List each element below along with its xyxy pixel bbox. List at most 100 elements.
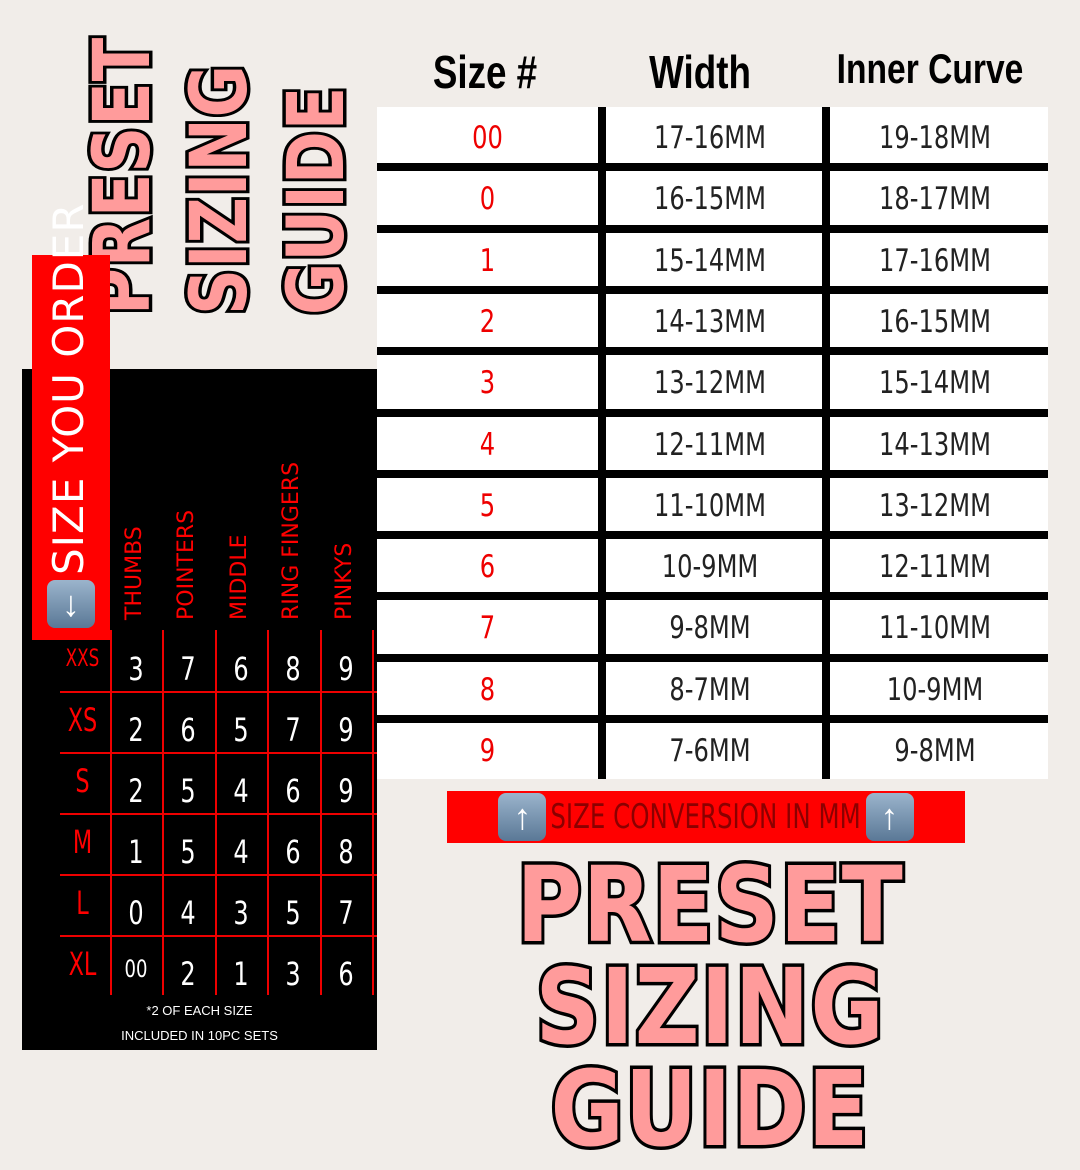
inner-curve-cell: 9-8MM bbox=[894, 733, 976, 769]
inner-curve-cell: 19-18MM bbox=[878, 120, 991, 156]
header-size: Size # bbox=[432, 46, 538, 98]
size-row-label: L bbox=[76, 884, 89, 922]
top-title-line: GUIDE bbox=[269, 83, 365, 318]
table-row: 0 16-15MM 18-17MM bbox=[377, 168, 1048, 230]
size-cell: 2 bbox=[479, 303, 496, 340]
bottom-title-line: GUIDE bbox=[548, 1047, 872, 1170]
finger-size-value: 6 bbox=[338, 955, 354, 993]
top-title: PRESET SIZING GUIDE bbox=[75, 34, 365, 318]
inner-curve-cell: 17-16MM bbox=[878, 242, 991, 279]
row-divider bbox=[377, 469, 1048, 478]
size-cell: 6 bbox=[479, 549, 496, 586]
grid-line bbox=[60, 935, 377, 937]
size-row-label: XL bbox=[68, 945, 97, 983]
width-cell: 9-8MM bbox=[669, 610, 751, 647]
size-cell: 00 bbox=[472, 120, 503, 156]
size-cell: 8 bbox=[479, 671, 496, 708]
table-row: 3 13-12MM 15-14MM bbox=[377, 352, 1048, 414]
table-row: 9 7-6MM 9-8MM bbox=[377, 720, 1048, 782]
row-divider bbox=[377, 715, 1048, 723]
table-row: 7 9-8MM 11-10MM bbox=[377, 597, 1048, 659]
finger-size-value: 9 bbox=[338, 772, 354, 810]
inner-curve-cell: 10-9MM bbox=[886, 671, 984, 708]
inner-curve-cell: 16-15MM bbox=[878, 303, 991, 340]
finger-size-value: 5 bbox=[180, 833, 196, 871]
up-arrow-icon: ↑ bbox=[865, 793, 914, 841]
size-cell: 7 bbox=[479, 610, 496, 647]
finger-size-value: 0 bbox=[128, 894, 144, 932]
bottom-title: PRESET SIZING GUIDE bbox=[390, 850, 1030, 1170]
finger-size-value: 3 bbox=[285, 955, 301, 993]
grid-line bbox=[162, 630, 164, 995]
row-divider bbox=[377, 592, 1048, 601]
finger-size-value: 5 bbox=[285, 894, 301, 932]
row-divider bbox=[377, 653, 1048, 662]
inner-curve-cell: 12-11MM bbox=[878, 549, 991, 586]
conversion-banner: ↑ SIZE CONVERSION IN MM ↑ bbox=[447, 791, 965, 843]
width-cell: 15-14MM bbox=[653, 242, 766, 279]
grid-line bbox=[372, 630, 374, 995]
column-divider bbox=[822, 107, 830, 779]
conversion-banner-text: SIZE CONVERSION IN MM bbox=[550, 797, 862, 837]
grid-line bbox=[60, 752, 377, 754]
finger-size-value: 7 bbox=[180, 650, 196, 688]
finger-size-value: 4 bbox=[180, 894, 196, 932]
table-row: 4 12-11MM 14-13MM bbox=[377, 414, 1048, 476]
table-row: 2 14-13MM 16-15MM bbox=[377, 291, 1048, 353]
row-divider bbox=[377, 163, 1048, 172]
up-arrow-icon: ↑ bbox=[498, 793, 547, 841]
finger-size-value: 2 bbox=[128, 772, 144, 810]
grid-line bbox=[110, 630, 112, 995]
width-cell: 10-9MM bbox=[661, 549, 759, 586]
chart-note: INCLUDED IN 10PC SETS bbox=[121, 1028, 278, 1043]
finger-size-value: 6 bbox=[180, 711, 196, 749]
down-arrow-icon: ↓ bbox=[47, 580, 95, 628]
finger-size-value: 5 bbox=[233, 711, 249, 749]
grid-line bbox=[215, 630, 217, 995]
finger-size-value: 9 bbox=[338, 711, 354, 749]
finger-column-header: RING FINGERS bbox=[279, 461, 304, 620]
row-divider bbox=[377, 531, 1048, 540]
inner-curve-cell: 13-12MM bbox=[878, 487, 991, 524]
table-row: 8 8-7MM 10-9MM bbox=[377, 659, 1048, 721]
chart-note: *2 OF EACH SIZE bbox=[146, 1003, 253, 1018]
size-row-label: XS bbox=[67, 701, 98, 739]
order-banner-text: SIZE YOU ORDER bbox=[44, 202, 93, 575]
finger-size-value: 8 bbox=[285, 650, 301, 688]
size-cell: 5 bbox=[479, 487, 496, 524]
size-cell: 9 bbox=[479, 733, 496, 769]
size-row-label: XXS bbox=[65, 644, 100, 672]
row-divider bbox=[377, 224, 1048, 233]
size-cell: 0 bbox=[479, 181, 496, 218]
finger-size-value: 4 bbox=[233, 833, 249, 871]
finger-size-value: 5 bbox=[180, 772, 196, 810]
finger-column-header: THUMBS bbox=[122, 526, 147, 620]
grid-line bbox=[60, 874, 377, 876]
conversion-table: 00 17-16MM 19-18MM 0 16-15MM 18-17MM 1 15-14MM 1… bbox=[377, 107, 1048, 779]
top-title-line: SIZING bbox=[172, 61, 268, 318]
inner-curve-cell: 11-10MM bbox=[878, 610, 991, 647]
grid-line bbox=[60, 813, 377, 815]
grid-line bbox=[267, 630, 269, 995]
width-cell: 7-6MM bbox=[669, 733, 751, 769]
finger-size-value: 9 bbox=[338, 650, 354, 688]
finger-size-value: 2 bbox=[180, 955, 196, 993]
table-row: 6 10-9MM 12-11MM bbox=[377, 536, 1048, 598]
header-width: Width bbox=[649, 46, 751, 98]
finger-size-value: 7 bbox=[285, 711, 301, 749]
finger-size-value: 1 bbox=[233, 955, 249, 993]
order-banner: SIZE YOU ORDER ↓ bbox=[32, 202, 110, 640]
table-row: 00 17-16MM 19-18MM bbox=[377, 107, 1048, 169]
width-cell: 13-12MM bbox=[653, 365, 766, 402]
finger-column-header: PINKYS bbox=[332, 542, 357, 620]
size-cell: 3 bbox=[479, 365, 496, 402]
finger-size-value: 6 bbox=[285, 772, 301, 810]
inner-curve-cell: 18-17MM bbox=[878, 181, 991, 218]
size-cell: 1 bbox=[479, 242, 496, 279]
finger-size-value: 4 bbox=[233, 772, 249, 810]
size-cell: 4 bbox=[479, 426, 496, 463]
grid-line bbox=[60, 691, 377, 693]
width-cell: 16-15MM bbox=[653, 181, 766, 218]
finger-size-value: 6 bbox=[233, 650, 249, 688]
finger-size-value: 3 bbox=[128, 650, 144, 688]
